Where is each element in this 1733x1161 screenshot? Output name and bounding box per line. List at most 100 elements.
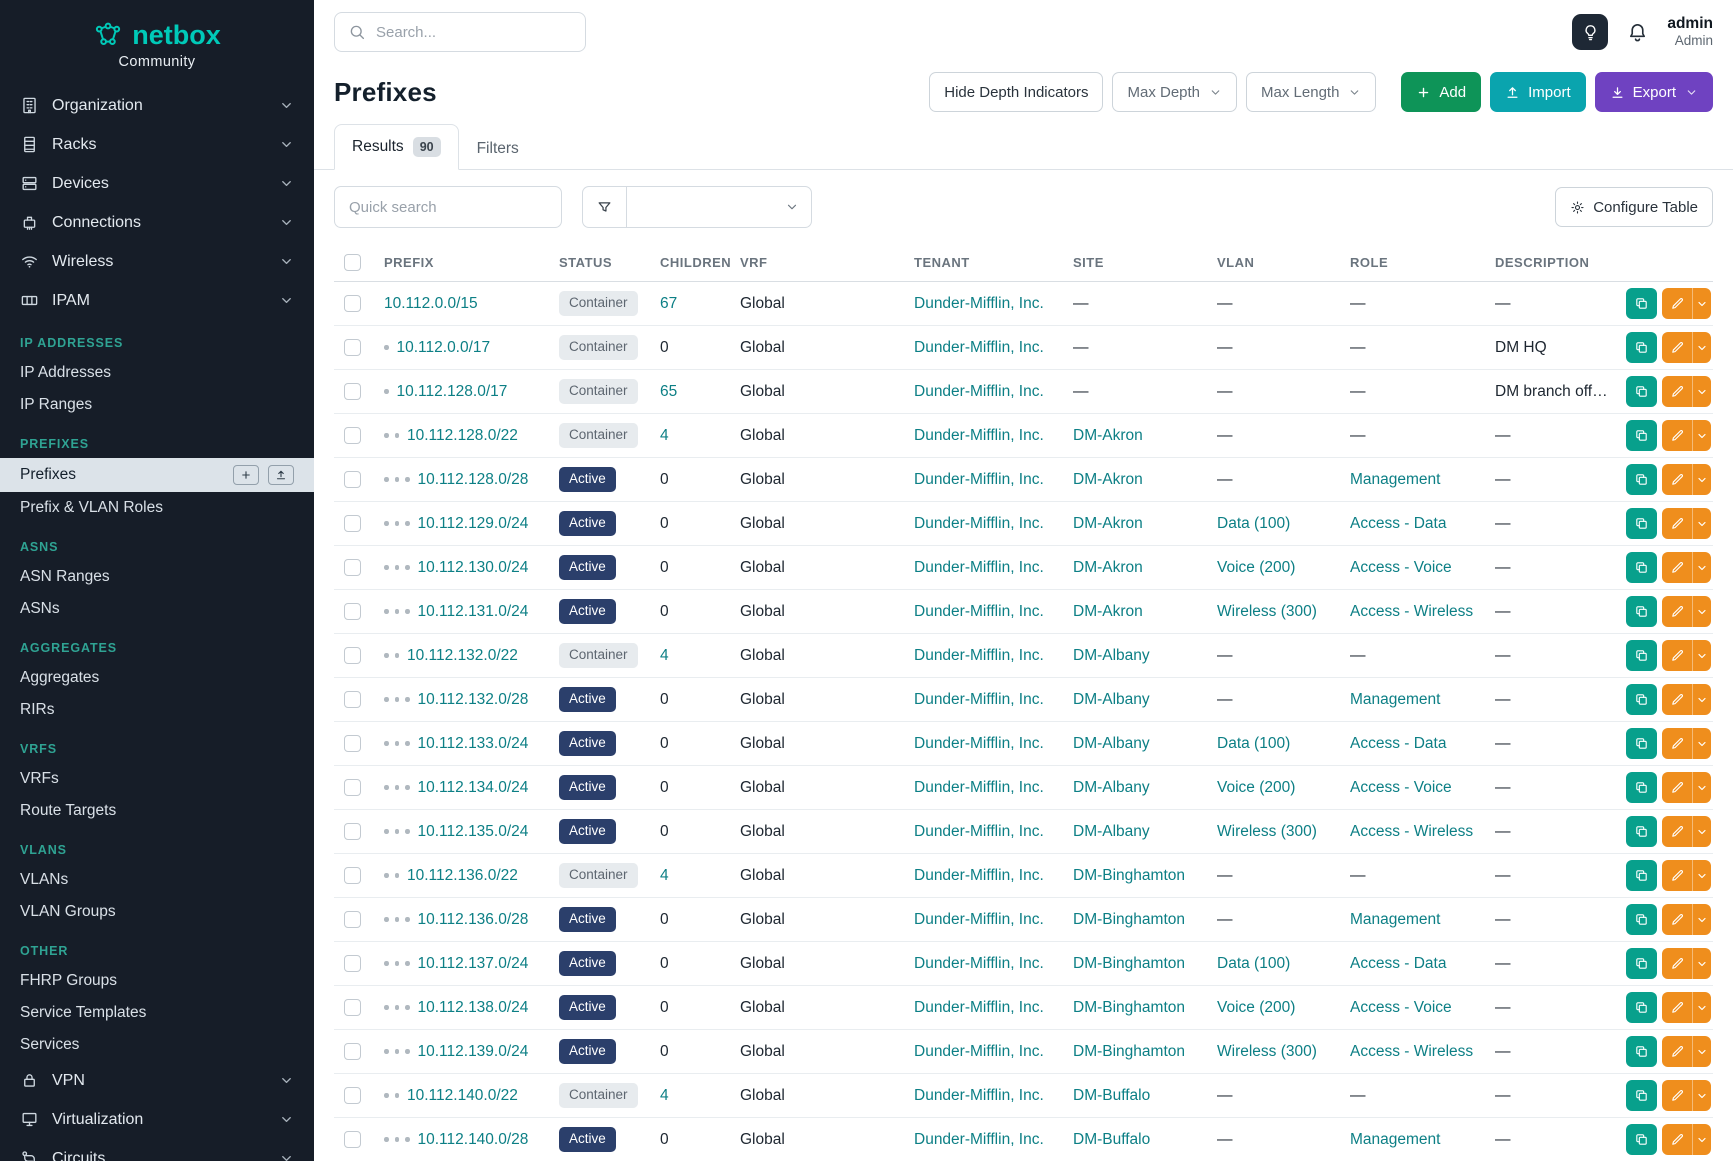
prefix-link[interactable]: 10.112.132.0/28 [417, 690, 529, 708]
edit-dropdown-button[interactable] [1692, 508, 1711, 540]
edit-dropdown-button[interactable] [1692, 1124, 1711, 1156]
edit-button[interactable] [1662, 508, 1692, 540]
prefix-link[interactable]: 10.112.134.0/24 [417, 778, 529, 796]
max-depth-dropdown[interactable]: Max Depth [1112, 72, 1238, 112]
tenant-link[interactable]: Dunder-Mifflin, Inc. [914, 294, 1044, 312]
copy-button[interactable] [1626, 1080, 1657, 1112]
row-checkbox[interactable] [344, 866, 361, 884]
edit-dropdown-button[interactable] [1692, 464, 1711, 496]
tenant-link[interactable]: Dunder-Mifflin, Inc. [914, 382, 1044, 400]
add-button[interactable]: Add [1401, 72, 1482, 112]
edit-button[interactable] [1662, 552, 1692, 584]
tenant-link[interactable]: Dunder-Mifflin, Inc. [914, 426, 1044, 444]
copy-button[interactable] [1626, 728, 1657, 760]
site-link[interactable]: DM-Binghamton [1073, 998, 1185, 1016]
site-link[interactable]: DM-Albany [1073, 646, 1150, 664]
sidebar-group-vpn[interactable]: VPN [0, 1061, 314, 1100]
sidebar-item-fhrp-groups[interactable]: FHRP Groups [0, 965, 314, 997]
copy-button[interactable] [1626, 464, 1657, 496]
tenant-link[interactable]: Dunder-Mifflin, Inc. [914, 866, 1044, 884]
tenant-link[interactable]: Dunder-Mifflin, Inc. [914, 558, 1044, 576]
tab-results[interactable]: Results 90 [334, 124, 459, 170]
sidebar-item-vrfs[interactable]: VRFs [0, 763, 314, 795]
prefix-link[interactable]: 10.112.130.0/24 [417, 558, 529, 576]
tab-filters[interactable]: Filters [459, 127, 537, 170]
role-link[interactable]: Access - Wireless [1350, 822, 1474, 840]
column-header-description[interactable]: DESCRIPTION [1485, 244, 1621, 283]
row-checkbox[interactable] [344, 954, 361, 972]
copy-button[interactable] [1626, 1036, 1657, 1068]
row-checkbox[interactable] [344, 910, 361, 928]
copy-button[interactable] [1626, 816, 1657, 848]
column-header-children[interactable]: CHILDREN [650, 244, 731, 283]
copy-button[interactable] [1626, 772, 1657, 804]
configure-table-button[interactable]: Configure Table [1555, 187, 1713, 227]
edit-dropdown-button[interactable] [1692, 816, 1711, 848]
site-link[interactable]: DM-Albany [1073, 734, 1150, 752]
prefix-link[interactable]: 10.112.136.0/22 [407, 866, 518, 884]
sidebar-item-services[interactable]: Services [0, 1029, 314, 1061]
edit-button[interactable] [1662, 1036, 1692, 1068]
copy-button[interactable] [1626, 552, 1657, 584]
edit-button[interactable] [1662, 904, 1692, 936]
site-link[interactable]: DM-Binghamton [1073, 1042, 1185, 1060]
column-header-role[interactable]: ROLE [1340, 244, 1485, 283]
prefix-link[interactable]: 10.112.128.0/22 [407, 426, 518, 444]
sidebar-item-vlan-groups[interactable]: VLAN Groups [0, 896, 314, 928]
row-checkbox[interactable] [344, 734, 361, 752]
copy-button[interactable] [1626, 508, 1657, 540]
role-link[interactable]: Access - Voice [1350, 778, 1452, 796]
plus-quick-button[interactable] [233, 465, 259, 485]
copy-button[interactable] [1626, 376, 1657, 408]
copy-button[interactable] [1626, 288, 1657, 320]
edit-button[interactable] [1662, 332, 1692, 364]
row-checkbox[interactable] [344, 294, 361, 312]
export-button[interactable]: Export [1594, 72, 1713, 112]
prefix-link[interactable]: 10.112.0.0/17 [396, 338, 491, 356]
tenant-link[interactable]: Dunder-Mifflin, Inc. [914, 1086, 1044, 1104]
tenant-link[interactable]: Dunder-Mifflin, Inc. [914, 470, 1044, 488]
column-header-prefix[interactable]: PREFIX [374, 244, 549, 283]
sidebar-item-aggregates[interactable]: Aggregates [0, 662, 314, 694]
sidebar-item-ip-addresses[interactable]: IP Addresses [0, 357, 314, 389]
role-link[interactable]: Access - Data [1350, 734, 1447, 752]
tenant-link[interactable]: Dunder-Mifflin, Inc. [914, 778, 1044, 796]
tenant-link[interactable]: Dunder-Mifflin, Inc. [914, 690, 1044, 708]
edit-button[interactable] [1662, 860, 1692, 892]
upload-quick-button[interactable] [268, 465, 294, 485]
edit-button[interactable] [1662, 464, 1692, 496]
column-header-tenant[interactable]: TENANT [904, 244, 1063, 283]
copy-button[interactable] [1626, 1124, 1657, 1156]
tenant-link[interactable]: Dunder-Mifflin, Inc. [914, 910, 1044, 928]
row-checkbox[interactable] [344, 822, 361, 840]
import-button[interactable]: Import [1490, 72, 1586, 112]
row-checkbox[interactable] [344, 558, 361, 576]
edit-button[interactable] [1662, 816, 1692, 848]
sidebar-group-devices[interactable]: Devices [0, 164, 314, 203]
vlan-link[interactable]: Data (100) [1217, 954, 1291, 972]
tenant-link[interactable]: Dunder-Mifflin, Inc. [914, 998, 1044, 1016]
edit-dropdown-button[interactable] [1692, 948, 1711, 980]
edit-dropdown-button[interactable] [1692, 1080, 1711, 1112]
site-link[interactable]: DM-Akron [1073, 602, 1143, 620]
prefix-link[interactable]: 10.112.128.0/28 [417, 470, 529, 488]
prefix-link[interactable]: 10.112.139.0/24 [417, 1042, 529, 1060]
prefix-link[interactable]: 10.112.128.0/17 [396, 382, 508, 400]
tenant-link[interactable]: Dunder-Mifflin, Inc. [914, 602, 1044, 620]
edit-button[interactable] [1662, 640, 1692, 672]
prefix-link[interactable]: 10.112.135.0/24 [417, 822, 529, 840]
prefix-link[interactable]: 10.112.137.0/24 [417, 954, 529, 972]
saved-filter-select[interactable] [626, 186, 812, 228]
edit-button[interactable] [1662, 1080, 1692, 1112]
notifications-button[interactable] [1626, 21, 1649, 44]
site-link[interactable]: DM-Akron [1073, 470, 1143, 488]
site-link[interactable]: DM-Albany [1073, 778, 1150, 796]
site-link[interactable]: DM-Binghamton [1073, 954, 1185, 972]
sidebar-group-wireless[interactable]: Wireless [0, 242, 314, 281]
edit-dropdown-button[interactable] [1692, 552, 1711, 584]
edit-dropdown-button[interactable] [1692, 904, 1711, 936]
row-checkbox[interactable] [344, 1130, 361, 1148]
edit-button[interactable] [1662, 992, 1692, 1024]
row-checkbox[interactable] [344, 778, 361, 796]
site-link[interactable]: DM-Akron [1073, 514, 1143, 532]
